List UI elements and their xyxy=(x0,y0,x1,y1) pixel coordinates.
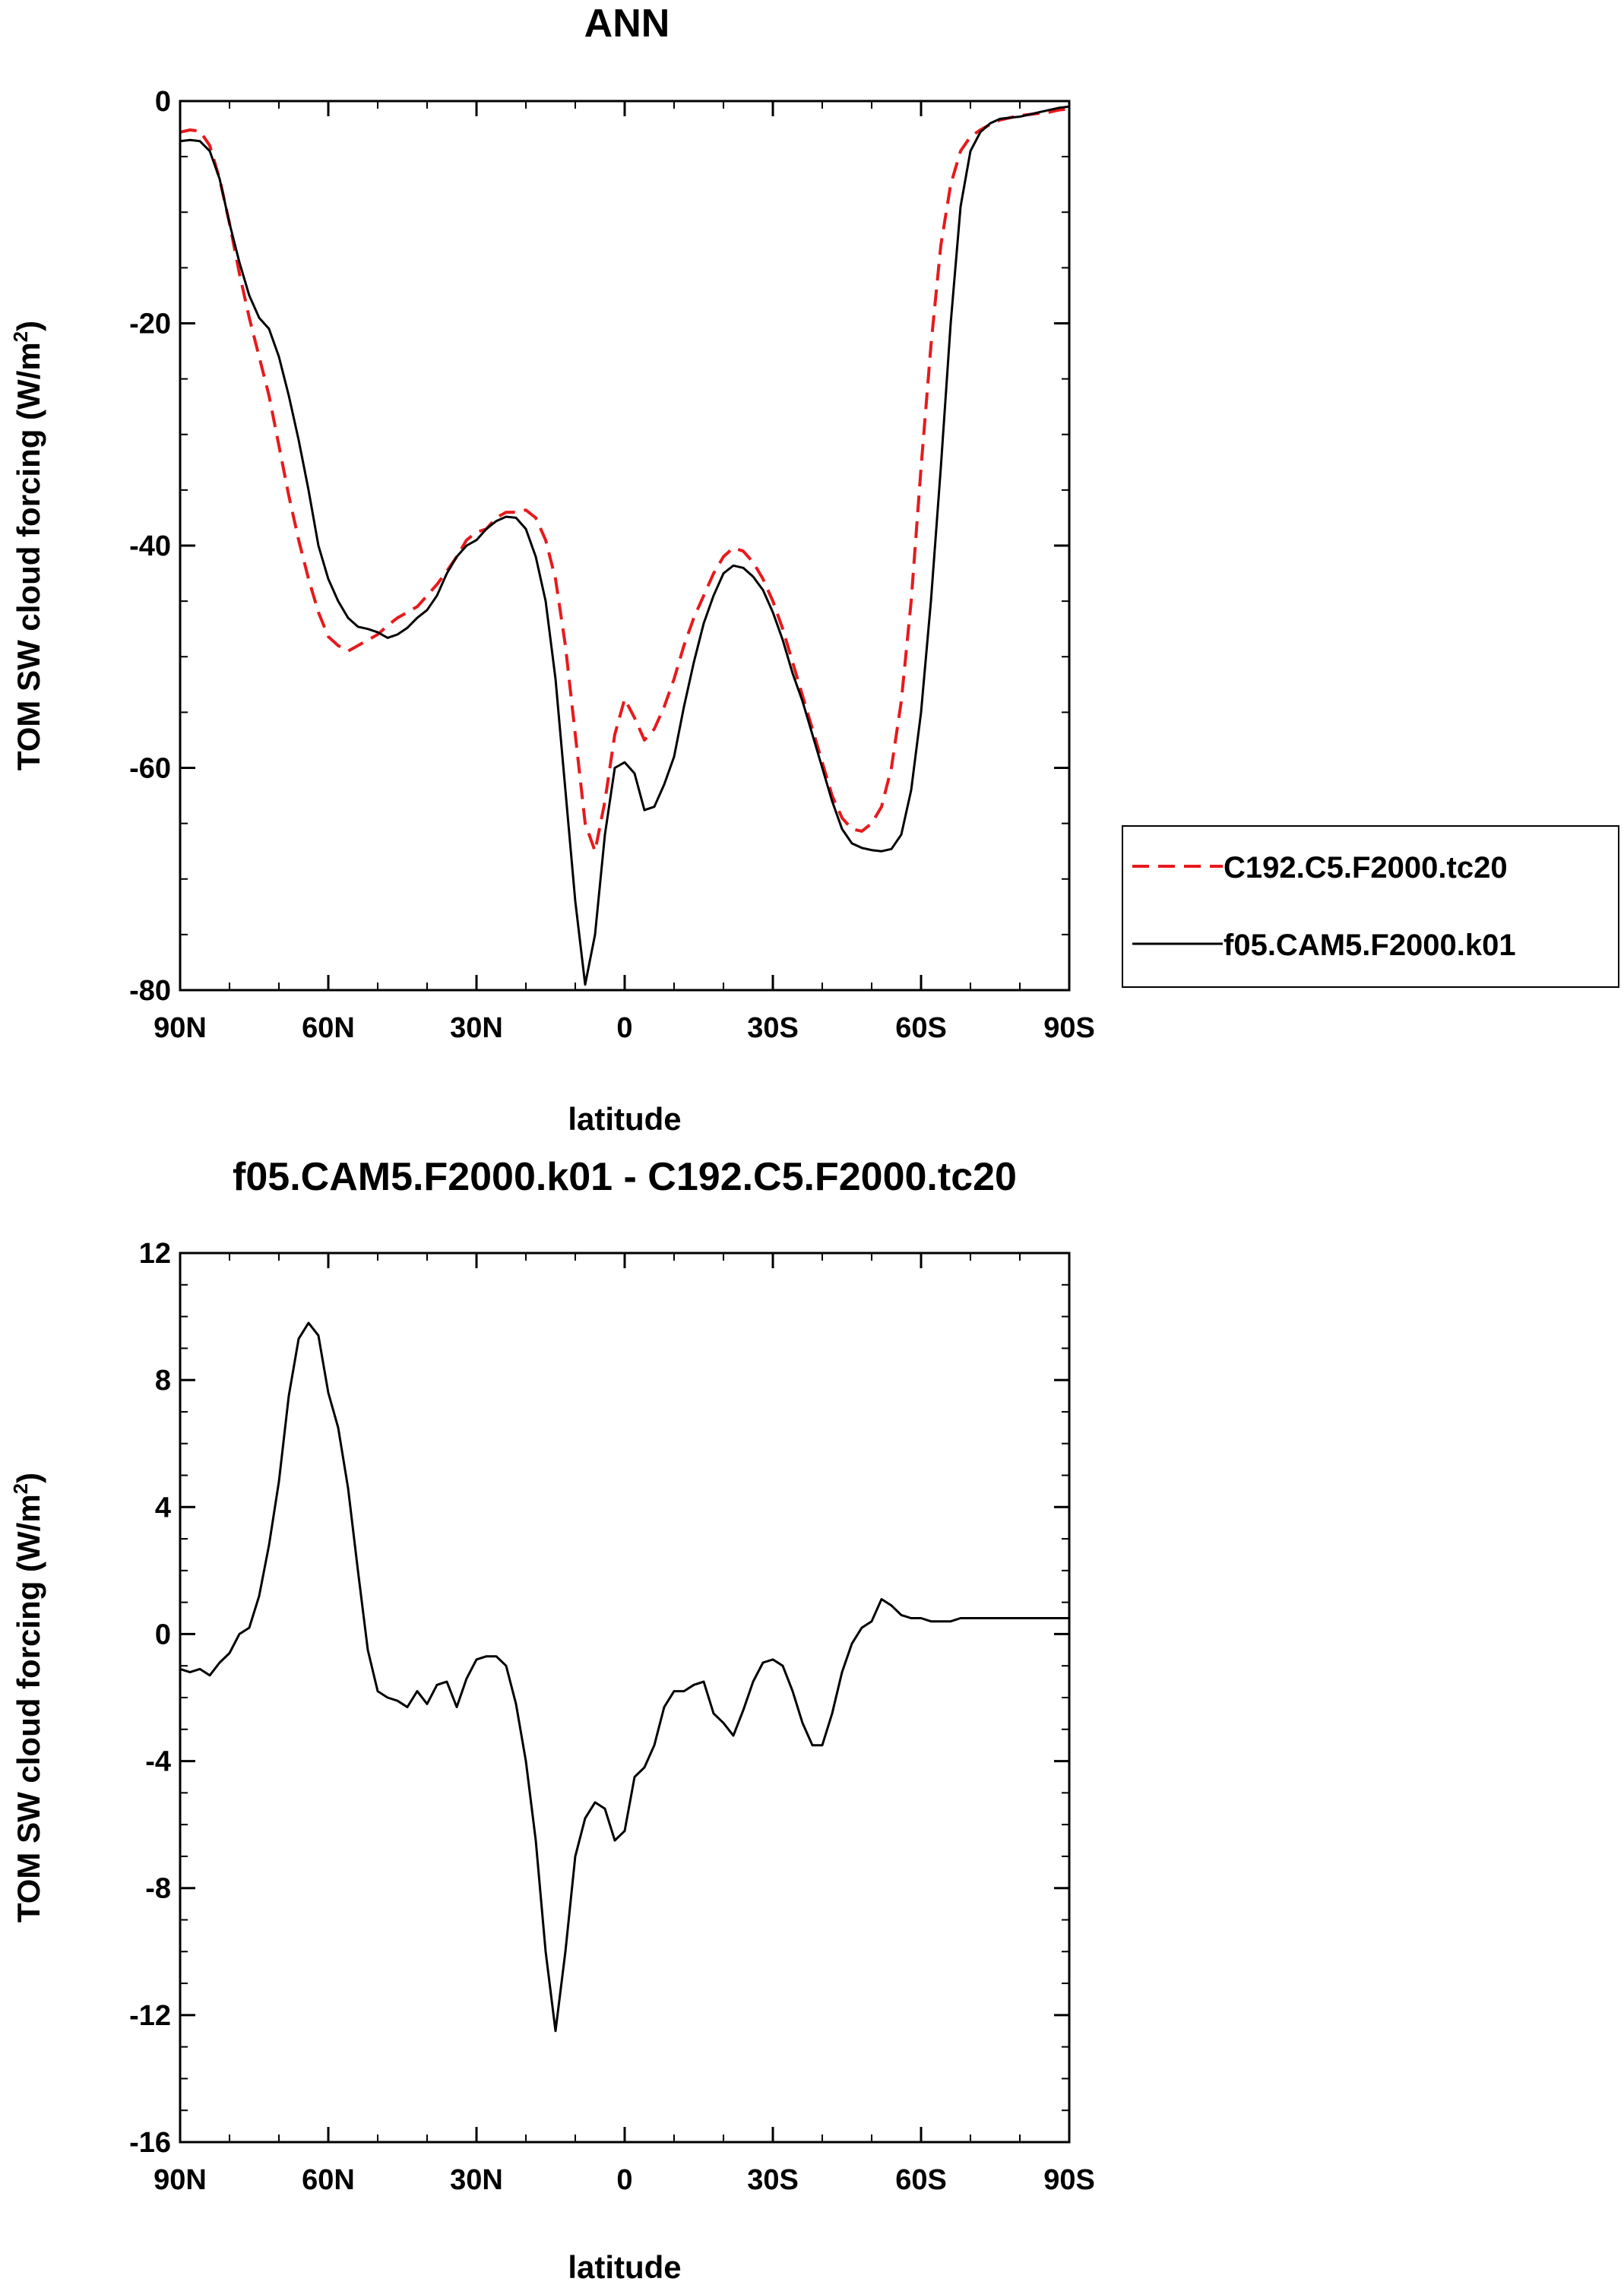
bottom-x-axis-label: latitude xyxy=(568,2249,681,2285)
bottom-axis-ticks xyxy=(179,1252,1071,2144)
top-plot-frame xyxy=(179,100,1071,992)
top-y-tick-label: 0 xyxy=(155,86,171,118)
bottom-y-tick-label: -8 xyxy=(145,1873,171,1905)
top-series-line-0 xyxy=(179,107,1070,853)
bottom-chart-title: f05.CAM5.F2000.k01 - C192.C5.F2000.tc20 xyxy=(233,1155,1017,1199)
legend-label-f05: f05.CAM5.F2000.k01 xyxy=(1224,929,1516,962)
bottom-y-tick-label: 8 xyxy=(155,1365,171,1397)
top-panel: ANN 0 -20 -40 -60 -80 90N 60N 30N 0 30S 60S 90S lat… xyxy=(9,2,1619,1137)
bottom-x-tick-label: 90N xyxy=(154,2164,207,2196)
bottom-plot-lines xyxy=(179,1321,1069,2033)
bottom-x-tick-label: 60S xyxy=(895,2164,947,2196)
top-y-axis-label-close: ) xyxy=(11,321,46,331)
bottom-y-tick-label: 4 xyxy=(155,1492,171,1524)
top-y-tick-label: -40 xyxy=(129,530,171,562)
top-y-axis-label: TOM SW cloud forcing (W/m2) xyxy=(9,321,46,771)
bottom-x-tick-label: 30S xyxy=(747,2164,799,2196)
bottom-tick-labels: 12 8 4 0 -4 -8 -12 -16 90N 60N 30N 0 30S 60S 90S xyxy=(129,1238,1095,2196)
bottom-x-tick-label: 30N xyxy=(450,2164,503,2196)
bottom-x-tick-label: 0 xyxy=(616,2164,632,2196)
top-series-line-1 xyxy=(179,105,1070,986)
top-y-tick-label: -80 xyxy=(129,975,171,1007)
top-x-tick-label: 30N xyxy=(450,1012,503,1044)
top-y-tick-label: -20 xyxy=(129,309,171,340)
bottom-x-tick-label: 90S xyxy=(1043,2164,1095,2196)
top-x-tick-label: 90N xyxy=(154,1012,207,1044)
bottom-y-tick-label: -16 xyxy=(129,2127,171,2159)
top-x-tick-label: 30S xyxy=(747,1012,799,1044)
bottom-panel: f05.CAM5.F2000.k01 - C192.C5.F2000.tc20 … xyxy=(9,1155,1095,2285)
top-y-axis-label-sup: 2 xyxy=(9,331,32,342)
top-plot-lines xyxy=(179,105,1070,986)
bottom-series-line-0 xyxy=(179,1321,1069,2033)
legend-box xyxy=(1122,825,1619,988)
legend-label-c192: C192.C5.F2000.tc20 xyxy=(1224,851,1508,885)
top-x-tick-label: 60S xyxy=(895,1012,947,1044)
legend: C192.C5.F2000.tc20 f05.CAM5.F2000.k01 xyxy=(1122,825,1619,988)
bottom-y-axis-label-sup: 2 xyxy=(9,1483,32,1494)
top-y-tick-label: -60 xyxy=(129,753,171,785)
bottom-plot-frame xyxy=(179,1252,1071,2144)
top-y-axis-label-main: TOM SW cloud forcing (W/m xyxy=(11,342,46,771)
top-x-axis-label: latitude xyxy=(568,1101,681,1137)
bottom-y-tick-label: -12 xyxy=(129,2000,171,2032)
top-x-tick-label: 60N xyxy=(302,1012,355,1044)
bottom-y-axis-label-close: ) xyxy=(11,1473,46,1483)
top-x-tick-label: 0 xyxy=(616,1012,632,1044)
bottom-y-tick-label: 0 xyxy=(155,1619,171,1650)
bottom-x-tick-label: 60N xyxy=(302,2164,355,2196)
bottom-y-axis-label: TOM SW cloud forcing (W/m2) xyxy=(9,1473,46,1922)
top-x-tick-label: 90S xyxy=(1043,1012,1095,1044)
bottom-y-axis-label-main: TOM SW cloud forcing (W/m xyxy=(11,1494,46,1922)
top-chart-title: ANN xyxy=(584,2,670,46)
top-tick-labels: 0 -20 -40 -60 -80 90N 60N 30N 0 30S 60S 90S xyxy=(129,86,1095,1044)
bottom-y-tick-label: 12 xyxy=(139,1238,171,1270)
bottom-y-tick-label: -4 xyxy=(145,1746,171,1778)
